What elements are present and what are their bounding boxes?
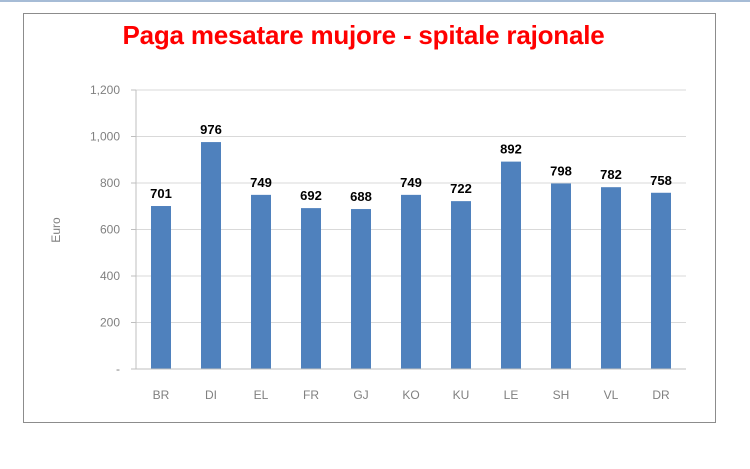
y-axis-ticks: - 200 400 600 800 1,000 1,200 xyxy=(90,83,137,376)
data-label: 749 xyxy=(400,175,422,190)
x-tick-label: DR xyxy=(652,388,670,402)
data-label: 701 xyxy=(150,186,172,201)
bar-le xyxy=(501,161,521,369)
data-label: 976 xyxy=(200,122,222,137)
y-tick-label: 400 xyxy=(100,269,120,283)
data-labels: 701 976 749 692 688 749 722 892 798 782 758 xyxy=(150,122,672,204)
top-border-line xyxy=(0,0,750,2)
x-tick-label: KO xyxy=(402,388,419,402)
bar-di xyxy=(201,142,221,369)
y-tick-label: - xyxy=(116,362,120,376)
bar-gj xyxy=(351,209,371,369)
data-label: 782 xyxy=(600,167,622,182)
data-label: 692 xyxy=(300,188,322,203)
bar-el xyxy=(251,194,271,369)
x-tick-label: GJ xyxy=(353,388,368,402)
chart-title: Paga mesatare mujore - spitale rajonale xyxy=(122,20,605,50)
y-tick-label: 800 xyxy=(100,176,120,190)
data-label: 798 xyxy=(550,163,572,178)
y-tick-label: 1,000 xyxy=(90,130,120,144)
x-tick-label: KU xyxy=(453,388,470,402)
bar-br xyxy=(151,206,171,369)
bars xyxy=(151,142,671,369)
data-label: 758 xyxy=(650,173,672,188)
data-label: 892 xyxy=(500,142,522,157)
x-tick-label: BR xyxy=(153,388,170,402)
x-tick-label: LE xyxy=(504,388,519,402)
bar-sh xyxy=(551,183,571,369)
bar-dr xyxy=(651,192,671,369)
data-label: 749 xyxy=(250,175,272,190)
y-axis-label: Euro xyxy=(49,217,63,243)
bar-ku xyxy=(451,201,471,369)
y-tick-label: 600 xyxy=(100,223,120,237)
x-tick-label: VL xyxy=(604,388,619,402)
data-label: 688 xyxy=(350,189,372,204)
bar-ko xyxy=(401,194,421,369)
data-label: 722 xyxy=(450,181,472,196)
y-tick-label: 200 xyxy=(100,316,120,330)
bar-fr xyxy=(301,208,321,369)
x-tick-label: SH xyxy=(553,388,570,402)
x-axis-ticks: BR DI EL FR GJ KO KU LE SH VL DR xyxy=(136,368,686,402)
x-tick-label: DI xyxy=(205,388,217,402)
x-tick-label: EL xyxy=(254,388,269,402)
bar-vl xyxy=(601,187,621,369)
x-tick-label: FR xyxy=(303,388,319,402)
y-tick-label: 1,200 xyxy=(90,83,120,97)
